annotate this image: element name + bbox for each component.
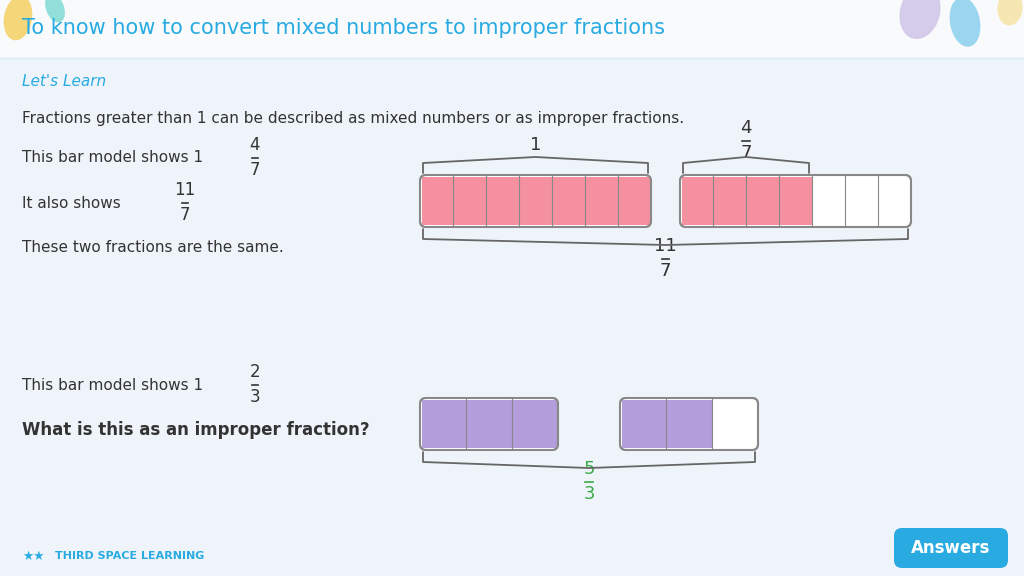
Bar [682,177,812,225]
FancyBboxPatch shape [420,175,651,227]
Text: 2: 2 [250,363,260,381]
Ellipse shape [45,0,65,22]
Text: These two fractions are the same.: These two fractions are the same. [22,241,284,256]
Bar [488,177,518,225]
Bar [715,177,745,225]
Bar [468,400,511,448]
Text: 7: 7 [659,262,672,280]
FancyBboxPatch shape [680,175,911,227]
Bar [620,177,651,225]
FancyBboxPatch shape [894,528,1008,568]
Ellipse shape [997,0,1023,25]
Text: ★★: ★★ [22,550,44,563]
Text: 5: 5 [584,460,595,478]
Bar [622,400,712,448]
Bar [422,400,465,448]
Text: 4: 4 [250,136,260,154]
Text: Let's Learn: Let's Learn [22,74,106,89]
Bar [0,0,1024,58]
Text: 7: 7 [740,144,752,162]
Bar [455,177,485,225]
Bar [622,400,665,448]
Text: It also shows: It also shows [22,195,121,210]
Bar [422,177,452,225]
Bar [587,177,617,225]
Text: 1: 1 [529,136,542,154]
Bar [422,400,558,448]
Text: 7: 7 [250,161,260,179]
Text: This bar model shows 1: This bar model shows 1 [22,377,203,392]
Ellipse shape [4,0,33,40]
Bar [521,177,551,225]
Bar [422,177,651,225]
Text: 7: 7 [180,206,190,224]
Bar [554,177,584,225]
Bar [682,177,712,225]
Text: 11: 11 [174,181,196,199]
Text: 11: 11 [654,237,677,255]
Text: THIRD SPACE LEARNING: THIRD SPACE LEARNING [55,551,205,561]
Text: What is this as an improper fraction?: What is this as an improper fraction? [22,421,370,439]
Ellipse shape [949,0,980,47]
Text: Answers: Answers [911,539,990,557]
Text: 4: 4 [740,119,752,137]
Text: This bar model shows 1: This bar model shows 1 [22,150,203,165]
FancyBboxPatch shape [620,398,758,450]
Text: 3: 3 [250,388,260,406]
Bar [514,400,558,448]
Text: 3: 3 [584,485,595,503]
Bar [781,177,812,225]
Bar [748,177,778,225]
Ellipse shape [899,0,941,39]
Bar [668,400,712,448]
Text: Fractions greater than 1 can be described as mixed numbers or as improper fracti: Fractions greater than 1 can be describe… [22,111,684,126]
Text: To know how to convert mixed numbers to improper fractions: To know how to convert mixed numbers to … [22,18,665,38]
FancyBboxPatch shape [420,398,558,450]
